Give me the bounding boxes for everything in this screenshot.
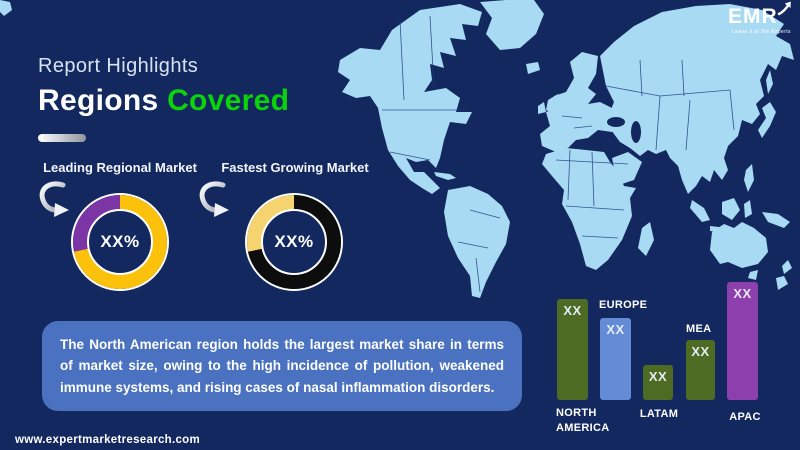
- emr-tagline: Leave it to the Experts: [732, 29, 791, 35]
- emr-logo-text: EMR: [728, 5, 778, 28]
- footer-website-link[interactable]: www.expertmarketresearch.com: [15, 434, 201, 446]
- bar-value: XX: [563, 303, 582, 318]
- island-sakhalin: [766, 70, 773, 94]
- island-philippines: [744, 164, 754, 192]
- country-borders: [382, 15, 735, 293]
- caspian-sea: [631, 121, 641, 143]
- bar-apac: XX: [727, 282, 758, 400]
- world-map: [338, 0, 794, 298]
- fastest-growing-market-label: Fastest Growing Market: [221, 160, 369, 175]
- island-cuba: [434, 172, 456, 180]
- region-arabia: [612, 152, 642, 184]
- island-ireland: [538, 102, 546, 114]
- island-japan: [758, 102, 776, 138]
- report-highlights-kicker: Report Highlights: [38, 55, 199, 77]
- island-iceland: [526, 62, 540, 74]
- island-sumatra: [690, 200, 710, 222]
- page-title: Regions Covered: [38, 84, 289, 118]
- island-new-guinea: [762, 212, 790, 228]
- black-sea: [607, 117, 625, 127]
- curved-arrow-icon: [199, 181, 229, 217]
- continent-africa: [542, 148, 636, 270]
- leading-regional-market-donut: XX%: [73, 195, 167, 289]
- island-sulawesi: [744, 200, 752, 218]
- bar-value: XX: [606, 322, 625, 337]
- continent-europe: [540, 52, 630, 152]
- island-new-zealand-north: [782, 260, 792, 274]
- bar-label-europe: EUROPE: [599, 299, 648, 311]
- fastest-growing-market-donut: XX%: [247, 195, 341, 289]
- map-wrap-fragment-icon: [0, 0, 12, 16]
- bar-label-north-america: NORTH AMERICA: [556, 407, 610, 434]
- continent-north-america: [338, 4, 482, 194]
- growth-arrow-icon: [777, 1, 791, 16]
- leading-regional-market-label: Leading Regional Market: [43, 160, 197, 175]
- island-tasmania: [748, 270, 758, 280]
- bar-value: XX: [648, 369, 668, 384]
- continent-south-america: [444, 186, 510, 298]
- continent-australia: [710, 222, 768, 268]
- bar-latam: XX: [643, 365, 673, 400]
- curved-arrow-icon: [39, 181, 69, 217]
- island-greenland: [480, 0, 544, 50]
- donut-center-value: XX%: [274, 232, 314, 251]
- page-title-regions: Regions: [38, 84, 159, 117]
- bar-value: XX: [691, 344, 710, 359]
- bar-label-apac: APAC: [729, 411, 761, 423]
- bar-label-latam: LATAM: [639, 408, 679, 420]
- bar-mea: XX: [686, 340, 715, 400]
- continent-asia: [600, 4, 794, 194]
- page-title-covered: Covered: [167, 84, 290, 117]
- bar-europe: XX: [600, 318, 631, 400]
- bar-value: XX: [733, 286, 752, 301]
- north-america-highlight-box: The North American region holds the larg…: [42, 321, 522, 411]
- bar-label-mea: MEA: [686, 323, 712, 335]
- island-borneo: [722, 198, 740, 220]
- bar-north-america: XX: [557, 299, 588, 400]
- island-new-zealand-south: [776, 276, 788, 290]
- island-madagascar: [638, 222, 654, 256]
- donut-center-value: XX%: [100, 232, 140, 251]
- emr-logo: EMR Leave it to the Experts: [728, 1, 791, 36]
- highlight-text: The North American region holds the larg…: [60, 337, 504, 395]
- title-underline-pill: [38, 134, 86, 142]
